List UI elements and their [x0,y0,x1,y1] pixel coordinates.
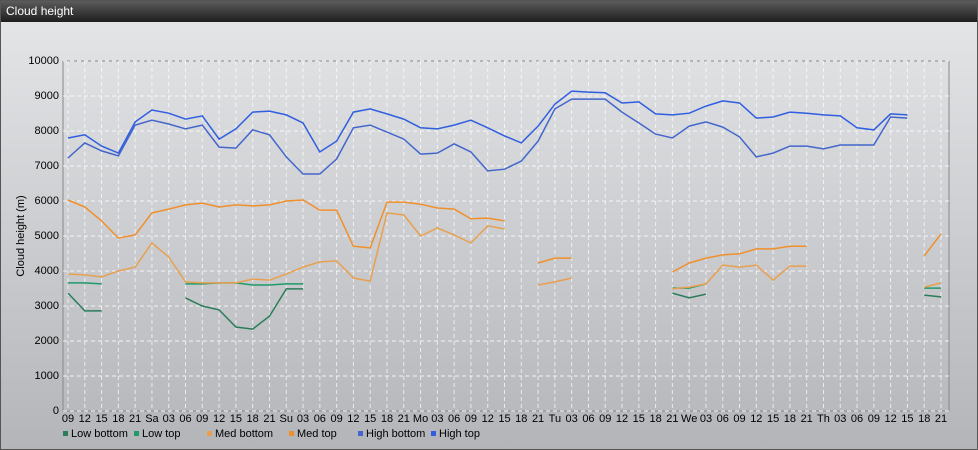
x-tick-label: 15 [364,413,376,425]
x-tick-label: 09 [62,413,74,425]
x-tick-label: 06 [314,413,326,425]
x-tick-label: 12 [616,413,628,425]
x-tick-label: 12 [347,413,359,425]
legend-swatch [431,431,436,436]
series-line [67,288,942,330]
x-tick-label: We [681,413,697,425]
x-tick-label: Tu [549,413,561,425]
x-tick-label: 06 [717,413,729,425]
x-tick-label: 21 [263,413,275,425]
y-tick-label: 6000 [35,195,59,207]
y-tick-label: 0 [53,405,59,417]
x-tick-label: 03 [700,413,712,425]
x-tick-label: 03 [297,413,309,425]
x-tick-label: Mo [413,413,428,425]
x-tick-label: 18 [515,413,527,425]
x-tick-label: 21 [935,413,947,425]
x-tick-label: 03 [566,413,578,425]
x-tick-label: 18 [381,413,393,425]
legend-label: Med top [297,428,337,440]
y-tick-label: 8000 [35,125,59,137]
x-tick-label: 15 [633,413,645,425]
x-tick-label: 12 [482,413,494,425]
x-tick-label: 15 [498,413,510,425]
x-tick-label: 09 [196,413,208,425]
x-tick-label: 12 [750,413,762,425]
x-tick-label: 15 [901,413,913,425]
x-tick-label: Sa [145,413,159,425]
y-tick-label: 7000 [35,160,59,172]
legend-swatch [134,431,139,436]
y-axis-label: Cloud height (m) [15,195,27,276]
series-line [68,282,941,289]
legend-swatch [289,431,294,436]
y-tick-label: 10000 [28,55,59,67]
y-tick-label: 4000 [35,265,59,277]
x-tick-label: 09 [868,413,880,425]
x-tick-label: 06 [582,413,594,425]
x-tick-label: 18 [247,413,259,425]
x-tick-label: 12 [213,413,225,425]
x-tick-label: 21 [532,413,544,425]
series-line [67,199,942,273]
legend-label: High bottom [366,428,425,440]
y-tick-label: 5000 [35,230,59,242]
x-tick-label: 21 [801,413,813,425]
legend-swatch [63,431,68,436]
x-tick-label: 21 [129,413,141,425]
x-tick-label: 03 [834,413,846,425]
legend-label: Low bottom [71,428,128,440]
x-tick-label: 06 [448,413,460,425]
x-tick-label: 03 [163,413,175,425]
x-tick-label: 18 [112,413,124,425]
x-tick-label: 21 [398,413,410,425]
title-bar: Cloud height [1,1,977,22]
x-tick-label: Th [817,413,830,425]
x-tick-label: 09 [599,413,611,425]
legend-label: Low top [142,428,181,440]
x-tick-label: 12 [885,413,897,425]
series-line [67,212,942,290]
x-tick-label: 15 [95,413,107,425]
x-tick-label: 15 [230,413,242,425]
y-tick-label: 3000 [35,300,59,312]
legend-label: Med bottom [215,428,273,440]
x-tick-label: 09 [330,413,342,425]
x-tick-label: 06 [179,413,191,425]
x-tick-label: 21 [666,413,678,425]
y-tick-label: 1000 [35,370,59,382]
x-tick-label: 03 [431,413,443,425]
x-tick-label: 15 [767,413,779,425]
y-tick-label: 9000 [35,90,59,102]
x-tick-label: 18 [649,413,661,425]
legend-swatch [207,431,212,436]
x-tick-label: Su [280,413,293,425]
y-tick-label: 2000 [35,335,59,347]
x-tick-label: 09 [733,413,745,425]
x-tick-label: 06 [851,413,863,425]
x-tick-label: 18 [918,413,930,425]
series-line [67,98,908,175]
x-tick-label: 09 [465,413,477,425]
series-line [67,90,908,155]
x-tick-label: 12 [79,413,91,425]
x-tick-label: 18 [784,413,796,425]
legend-swatch [358,431,363,436]
legend-label: High top [439,428,480,440]
